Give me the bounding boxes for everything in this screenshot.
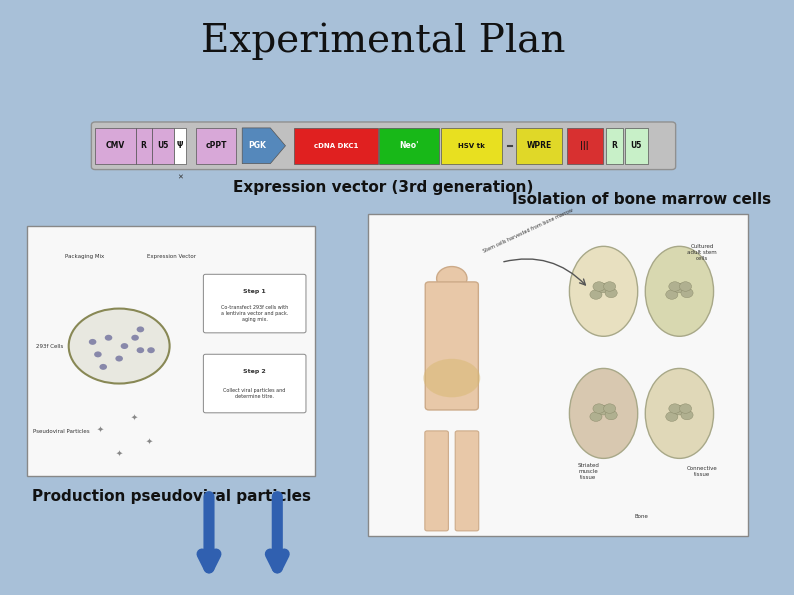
Text: Cultured
adult stem
cells: Cultured adult stem cells	[688, 245, 717, 261]
Circle shape	[603, 404, 615, 414]
Circle shape	[666, 412, 678, 421]
Ellipse shape	[423, 359, 480, 397]
Text: Pseudoviral Particles: Pseudoviral Particles	[33, 428, 89, 434]
Text: Packaging Mix: Packaging Mix	[65, 253, 104, 259]
Ellipse shape	[646, 368, 714, 458]
FancyBboxPatch shape	[455, 431, 479, 531]
Circle shape	[94, 352, 102, 358]
Text: 293f Cells: 293f Cells	[36, 343, 63, 349]
FancyBboxPatch shape	[426, 282, 478, 410]
FancyBboxPatch shape	[203, 274, 306, 333]
Ellipse shape	[69, 309, 170, 384]
Circle shape	[680, 404, 692, 414]
Text: cPPT: cPPT	[206, 141, 227, 151]
FancyBboxPatch shape	[136, 128, 152, 164]
FancyBboxPatch shape	[27, 226, 315, 476]
Circle shape	[121, 343, 129, 349]
Circle shape	[590, 412, 602, 421]
Circle shape	[597, 405, 610, 415]
Ellipse shape	[569, 368, 638, 458]
FancyBboxPatch shape	[294, 128, 378, 164]
Text: Neo': Neo'	[399, 141, 419, 151]
Text: Collect viral particles and
determine titre.: Collect viral particles and determine ti…	[223, 388, 286, 399]
Text: cDNA DKC1: cDNA DKC1	[314, 143, 358, 149]
Circle shape	[89, 339, 96, 345]
FancyBboxPatch shape	[606, 128, 622, 164]
Circle shape	[147, 347, 155, 353]
Circle shape	[681, 411, 693, 420]
FancyBboxPatch shape	[196, 128, 237, 164]
Ellipse shape	[646, 246, 714, 336]
Circle shape	[131, 335, 139, 341]
Text: Striated
muscle
tissue: Striated muscle tissue	[577, 463, 599, 480]
Text: U5: U5	[157, 141, 168, 151]
Text: ✦: ✦	[97, 425, 104, 434]
FancyBboxPatch shape	[441, 128, 502, 164]
Circle shape	[681, 288, 693, 298]
FancyBboxPatch shape	[567, 128, 603, 164]
FancyBboxPatch shape	[91, 122, 676, 170]
Circle shape	[605, 411, 617, 420]
Text: Bone: Bone	[634, 513, 649, 519]
Circle shape	[673, 405, 685, 415]
Text: Stem cells harvested from bone marrow: Stem cells harvested from bone marrow	[482, 207, 573, 253]
FancyBboxPatch shape	[203, 354, 306, 413]
Text: Step 1: Step 1	[243, 289, 266, 293]
Text: Step 2: Step 2	[243, 368, 266, 374]
Text: Expression Vector: Expression Vector	[147, 253, 195, 259]
Circle shape	[137, 327, 145, 333]
Polygon shape	[242, 128, 286, 164]
Text: ✦: ✦	[146, 437, 153, 446]
Text: Expression vector (3rd generation): Expression vector (3rd generation)	[233, 180, 534, 195]
FancyBboxPatch shape	[625, 128, 648, 164]
FancyBboxPatch shape	[174, 128, 187, 164]
Text: Production pseudoviral particles: Production pseudoviral particles	[32, 489, 310, 505]
FancyBboxPatch shape	[379, 128, 439, 164]
Text: Isolation of bone marrow cells: Isolation of bone marrow cells	[512, 192, 771, 207]
Circle shape	[597, 283, 610, 293]
Text: Experimental Plan: Experimental Plan	[201, 23, 566, 61]
Text: ✦: ✦	[116, 449, 122, 458]
Text: WPRE: WPRE	[526, 141, 552, 151]
Circle shape	[115, 356, 123, 362]
Text: HSV tk: HSV tk	[458, 143, 485, 149]
Text: PGK: PGK	[249, 141, 266, 151]
FancyBboxPatch shape	[425, 431, 449, 531]
Text: Ψ: Ψ	[177, 141, 183, 151]
FancyBboxPatch shape	[368, 214, 748, 536]
Circle shape	[603, 282, 615, 291]
Circle shape	[680, 282, 692, 291]
Text: U5: U5	[630, 141, 642, 151]
Text: CMV: CMV	[106, 141, 125, 151]
Ellipse shape	[569, 246, 638, 336]
Circle shape	[137, 347, 145, 353]
Circle shape	[593, 282, 605, 291]
Circle shape	[669, 282, 681, 291]
Circle shape	[437, 267, 467, 290]
Circle shape	[673, 283, 685, 293]
Text: ✕: ✕	[177, 174, 183, 180]
Text: R: R	[141, 141, 147, 151]
Text: Connective
tissue: Connective tissue	[687, 466, 718, 477]
Text: ✦: ✦	[131, 413, 138, 422]
Text: |||: |||	[580, 141, 589, 151]
Text: Co-transfect 293f cells with
a lentivira vector and pack.
aging mix.: Co-transfect 293f cells with a lentivira…	[221, 305, 288, 322]
Circle shape	[666, 290, 678, 299]
Circle shape	[605, 288, 617, 298]
Text: R: R	[611, 141, 617, 151]
FancyBboxPatch shape	[516, 128, 562, 164]
Circle shape	[105, 335, 112, 341]
FancyBboxPatch shape	[152, 128, 174, 164]
FancyBboxPatch shape	[95, 128, 136, 164]
Circle shape	[593, 404, 605, 414]
Circle shape	[590, 290, 602, 299]
Circle shape	[99, 364, 107, 370]
Circle shape	[669, 404, 681, 414]
